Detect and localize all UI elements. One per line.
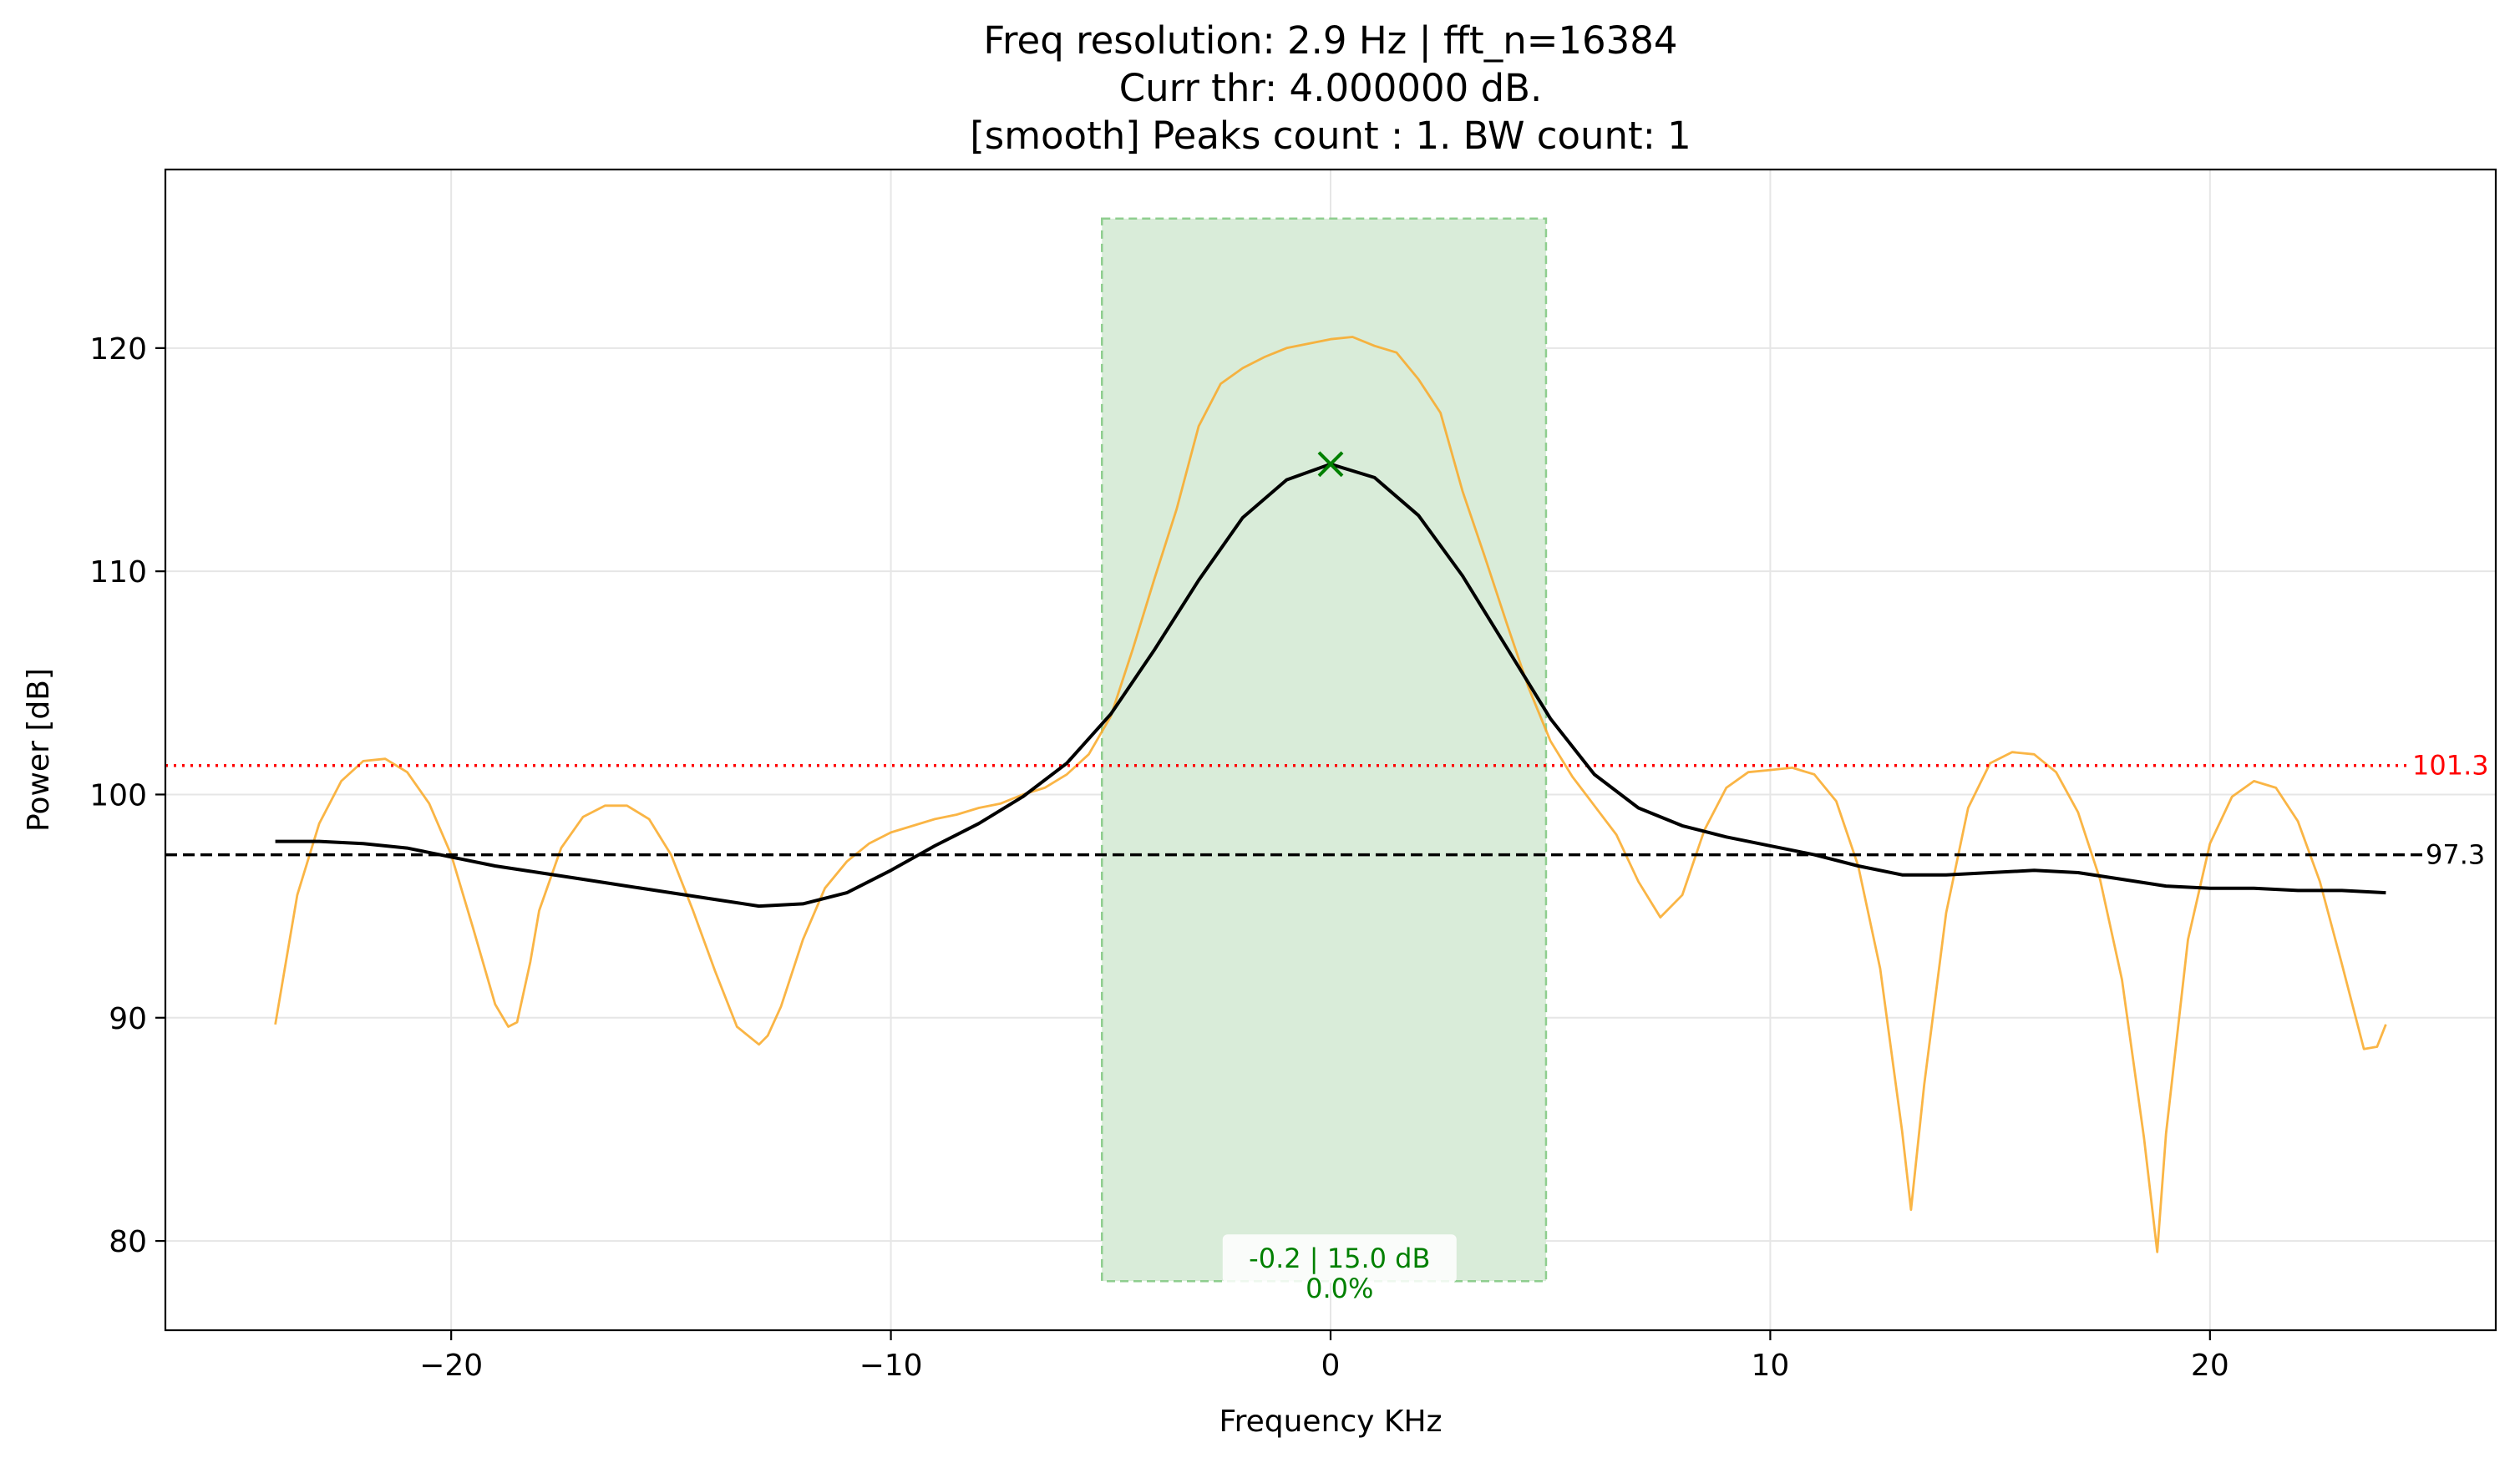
bandwidth-annotation: -0.2 | 15.0 dB 0.0% [1222,1234,1457,1304]
reference-labels: 101.3 97.3 [2409,749,2496,871]
raw-spectrum-line [274,336,2387,1253]
bandwidth-region [1101,217,1548,1283]
chart-title-line-1: Freq resolution: 2.9 Hz | fft_n=16384 [983,18,1677,63]
peak-marker-stroke [1317,451,1344,478]
y-axis-ticks: 80 90 100 110 120 [89,332,165,1259]
chart-title-line-2: Curr thr: 4.000000 dB. [1119,66,1543,110]
x-tick-label: 10 [1752,1349,1790,1383]
threshold-label: 101.3 [2412,750,2489,782]
y-tick-label: 120 [89,332,147,367]
x-tick-label: −20 [419,1349,483,1383]
annotation-line-2: 0.0% [1306,1273,1373,1304]
x-tick-label: −10 [859,1349,923,1383]
threshold-label-background [2409,749,2496,782]
annotation-box [1222,1234,1457,1283]
y-tick-label: 100 [89,778,147,812]
chart-title-line-3: [smooth] Peaks count : 1. BW count: 1 [970,114,1691,158]
bandwidth-band-rect [1101,217,1548,1283]
y-tick-label: 90 [109,1002,147,1036]
x-tick-label: 20 [2191,1349,2229,1383]
y-tick-label: 110 [89,555,147,590]
peak-marker-icon [1317,451,1344,478]
y-tick-label: 80 [109,1225,147,1259]
y-axis-label: Power [dB] [22,668,56,832]
noise-floor-label-background [2422,838,2496,871]
annotation-line-1: -0.2 | 15.0 dB [1249,1243,1430,1274]
x-axis-label: Frequency KHz [1219,1405,1443,1439]
x-axis-ticks: −20 −10 0 10 20 [419,1330,2229,1383]
x-tick-label: 0 [1321,1349,1341,1383]
noise-floor-label: 97.3 [2426,839,2485,871]
